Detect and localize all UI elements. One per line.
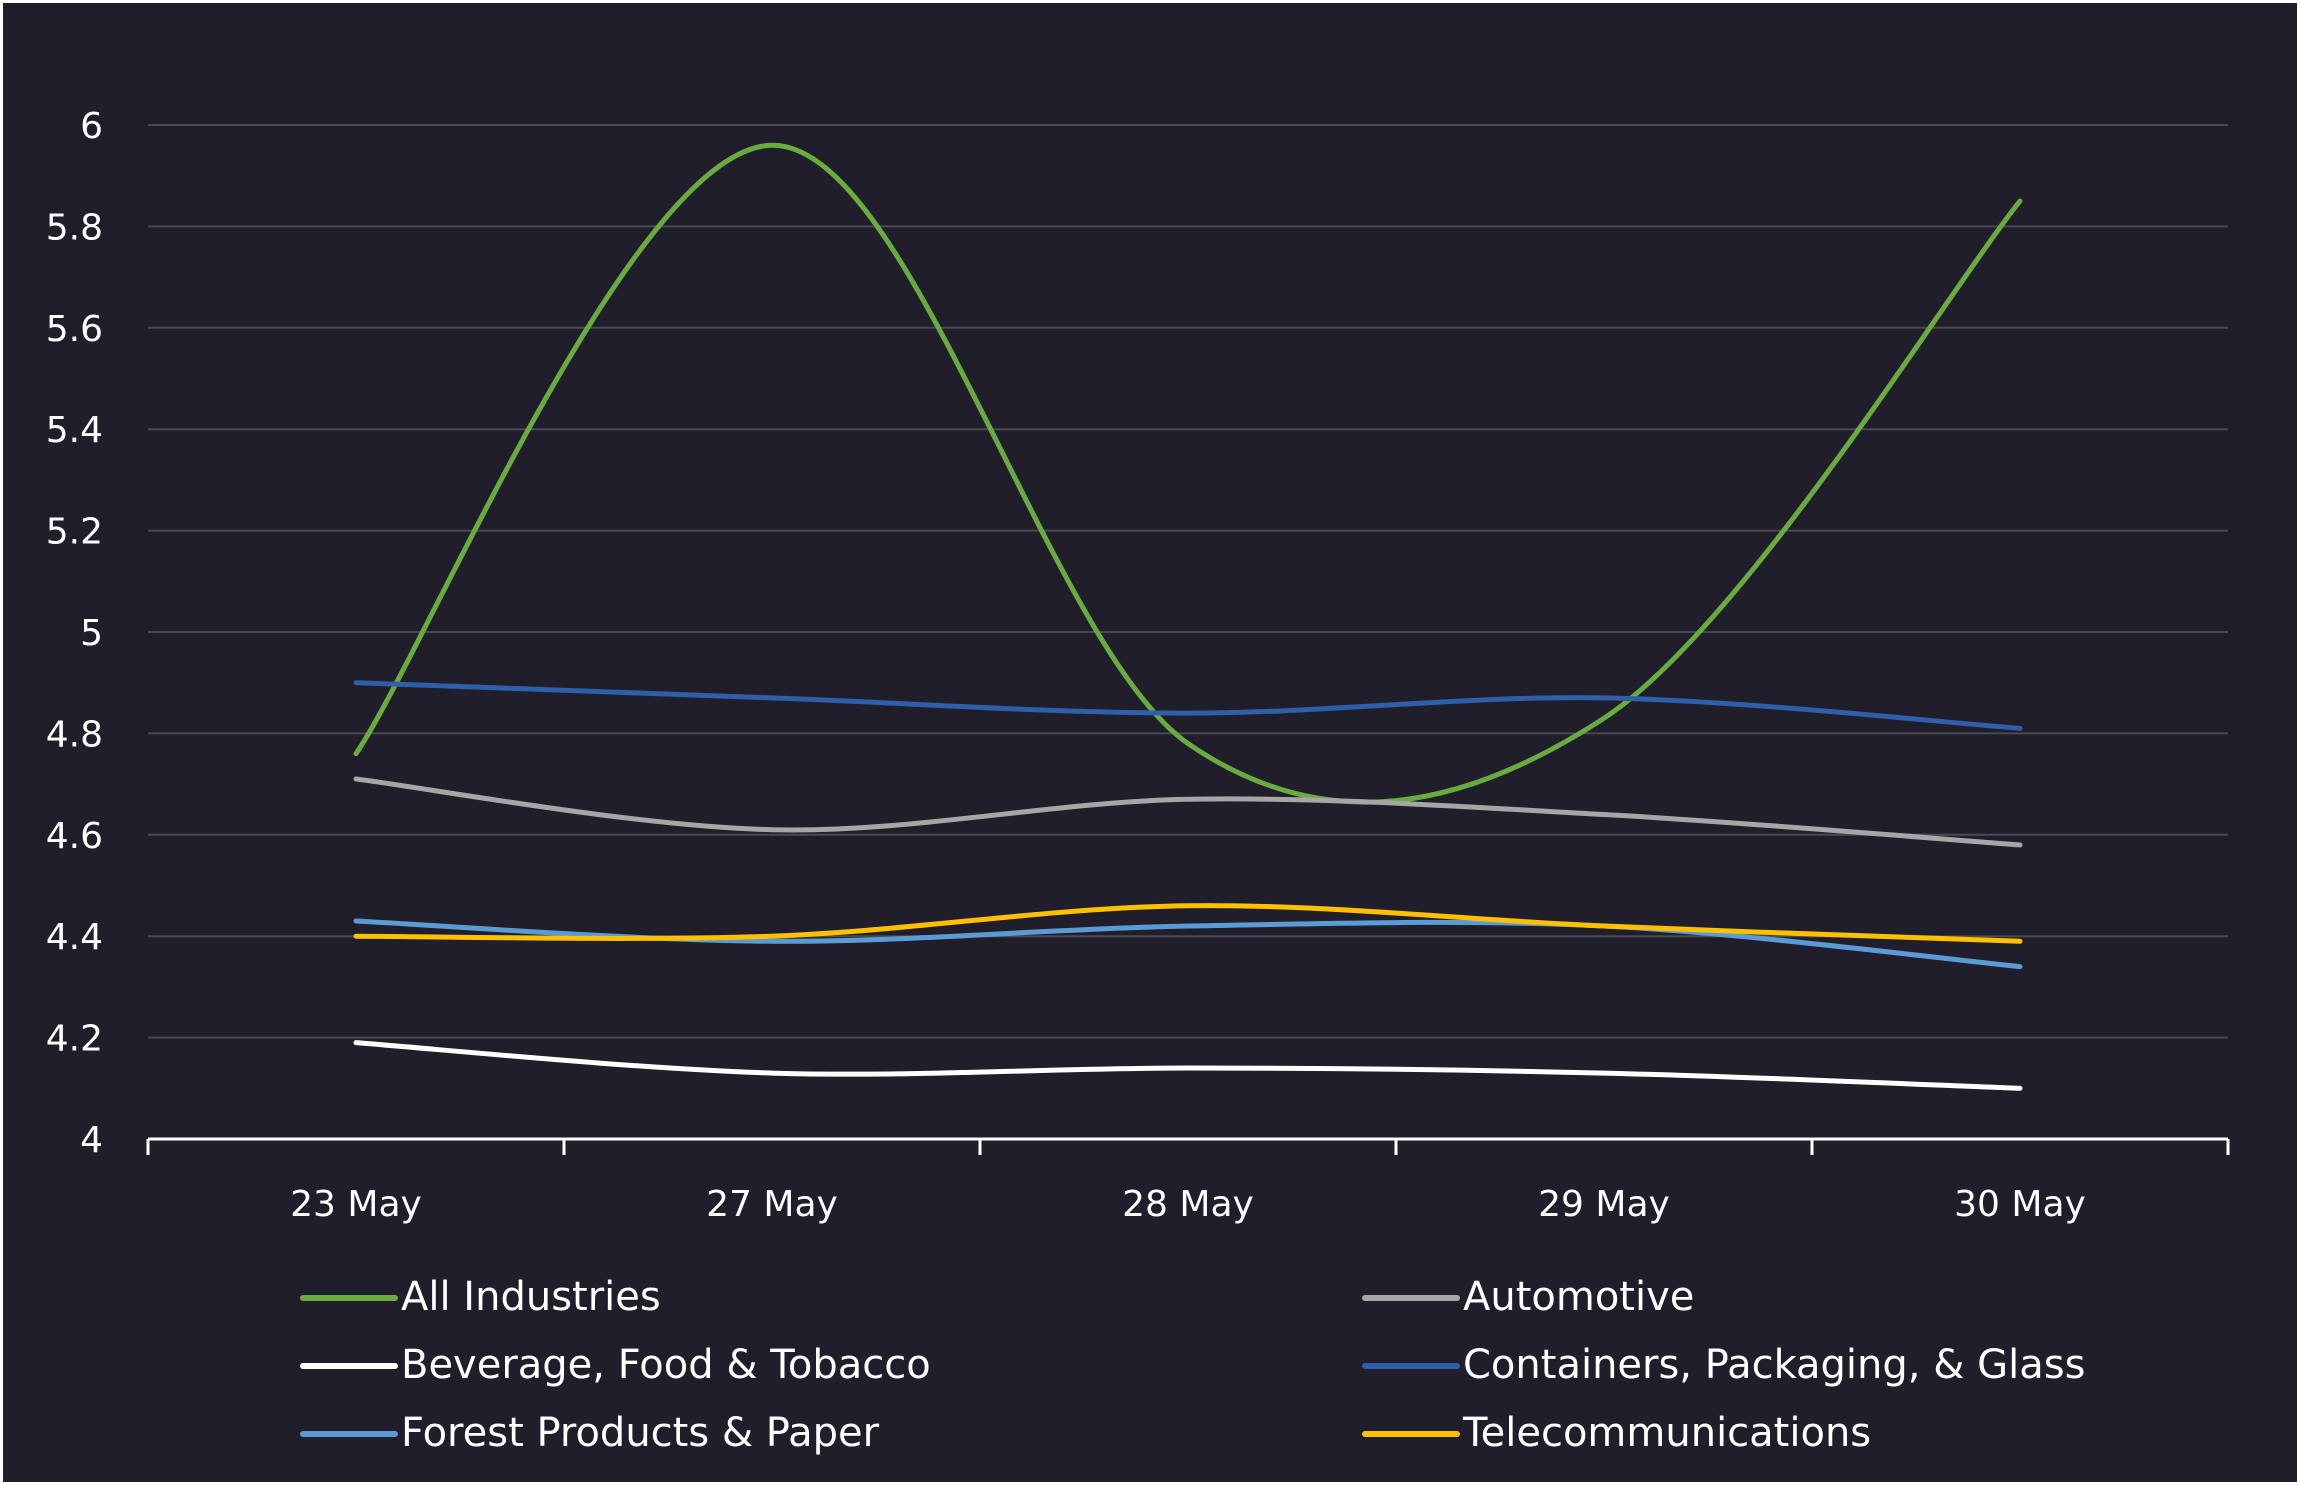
legend-label: Beverage, Food & Tobacco [401,1342,931,1388]
legend: All Industries Automotive Beverage, Food &… [300,1274,2085,1456]
x-tick-label: 27 May [706,1184,838,1225]
series-line-containers-packaging-glass [353,680,2023,731]
y-tick-label: 5.6 [46,309,103,350]
x-axis [146,1137,2230,1155]
y-tick-label: 4.6 [46,816,103,857]
y-tick-label: 4.4 [46,917,103,958]
y-tick-label: 5.4 [46,410,103,451]
legend-label: Containers, Packaging, & Glass [1463,1342,2085,1388]
series-line-forest-products-paper [353,918,2023,970]
y-tick-label: 5 [80,613,103,654]
y-tick-label: 4.2 [46,1019,103,1060]
x-tick-label: 30 May [1954,1184,2086,1225]
series-line-beverage-food-tobacco [353,1040,2023,1091]
legend-label: Automotive [1463,1274,1694,1320]
line-chart: 4 4.2 4.4 4.6 4.8 5 5.2 5.4 5.6 5.8 6 23 May 27 May… [46,106,2230,1456]
y-tick-label: 4.8 [46,714,103,755]
y-tick-label: 5.8 [46,207,103,248]
legend-label: Telecommunications [1462,1410,1871,1456]
x-tick-label: 29 May [1538,1184,1670,1225]
legend-label: Forest Products & Paper [401,1410,880,1456]
y-axis-tick-labels: 4 4.2 4.4 4.6 4.8 5 5.2 5.4 5.6 5.8 6 [46,106,103,1161]
series-lines [353,142,2023,1091]
x-tick-label: 23 May [290,1184,422,1225]
y-tick-label: 4 [80,1120,103,1161]
y-tick-label: 6 [80,106,103,147]
gridlines [148,124,2228,1039]
chart-area: 4 4.2 4.4 4.6 4.8 5 5.2 5.4 5.6 5.8 6 23 May 27 May… [3,3,2297,1482]
x-tick-label: 28 May [1122,1184,1254,1225]
legend-label: All Industries [401,1274,661,1320]
series-line-all-industries [353,142,2023,805]
x-axis-tick-labels: 23 May 27 May 28 May 29 May 30 May [290,1184,2086,1225]
y-tick-label: 5.2 [46,512,103,553]
